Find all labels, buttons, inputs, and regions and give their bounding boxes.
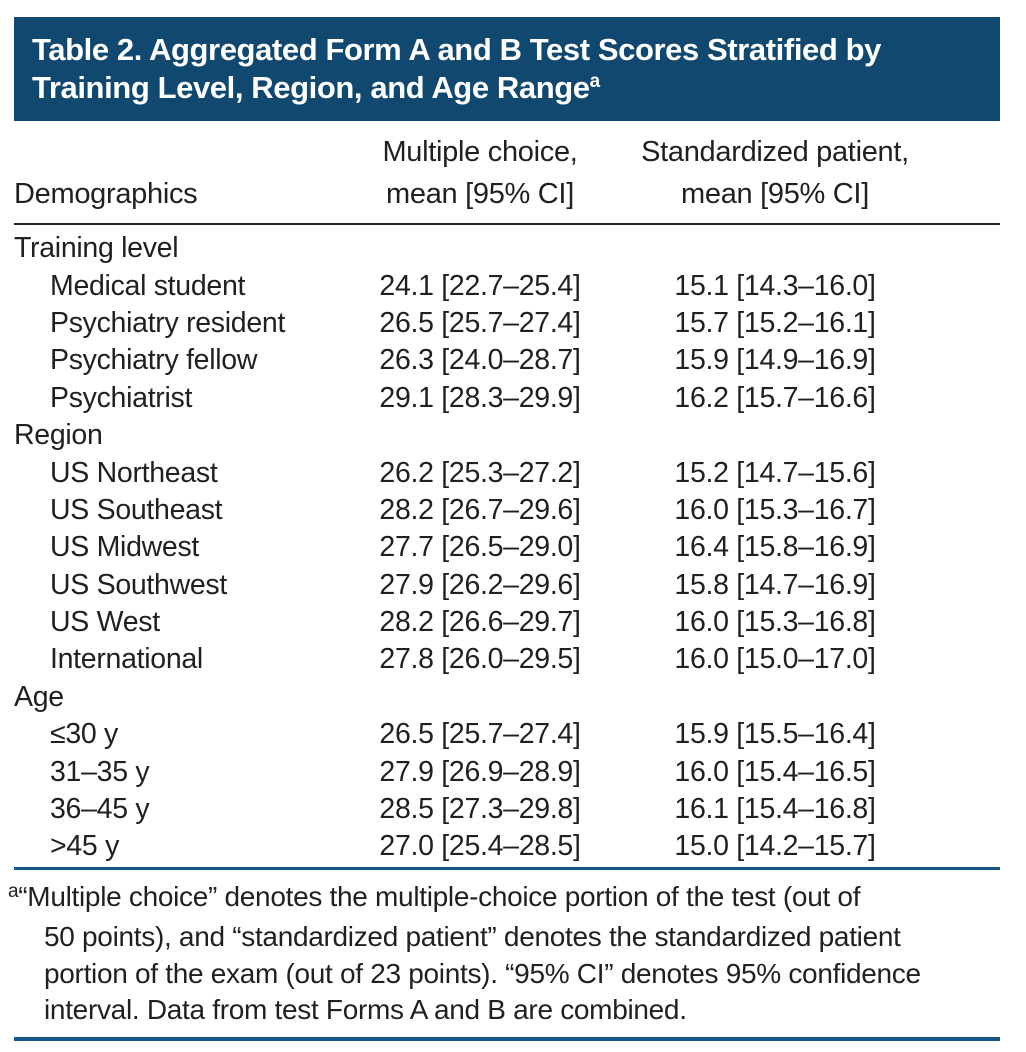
table-footnote: a“Multiple choice” denotes the multiple-… [8, 870, 1000, 1029]
section-row-training-level: Training level [14, 230, 1000, 267]
table-row: US West 28.2 [26.6–29.7] 16.0 [15.3–16.8… [14, 604, 1000, 641]
section-label: Age [14, 680, 64, 713]
row-label: ≤30 y [50, 718, 119, 751]
row-label: Psychiatry resident [50, 306, 286, 339]
standardized-patient-header-line1: Standardized patient, [641, 136, 909, 168]
standardized-patient-value: 15.9 [15.5–16.4] [674, 718, 876, 751]
row-label: US Midwest [50, 531, 200, 564]
table-title-line2-text: Training Level, Region, and Age Range [32, 70, 590, 105]
footnote-line: interval. Data from test Forms A and B a… [44, 994, 687, 1026]
section-label: Region [14, 419, 103, 452]
standardized-patient-value: 16.0 [15.0–17.0] [674, 643, 876, 676]
bottom-border-rule [14, 1036, 1000, 1041]
table-row: US Southeast 28.2 [26.7–29.6] 16.0 [15.3… [14, 492, 1000, 529]
table-row: Psychiatry fellow 26.3 [24.0–28.7] 15.9 … [14, 342, 1000, 379]
table-row: US Northeast 26.2 [25.3–27.2] 15.2 [14.7… [14, 454, 1000, 491]
row-label: International [50, 643, 203, 676]
section-row-age: Age [14, 679, 1000, 716]
footnote-text: “Multiple choice” denotes the multiple-c… [18, 880, 861, 912]
multiple-choice-value: 28.2 [26.6–29.7] [379, 606, 581, 639]
standardized-patient-value: 16.2 [15.7–16.6] [674, 381, 876, 414]
multiple-choice-value: 27.9 [26.9–28.9] [379, 755, 581, 788]
table-body: Training level Medical student 24.1 [22.… [14, 225, 1000, 866]
table-row: US Midwest 27.7 [26.5–29.0] 16.4 [15.8–1… [14, 529, 1000, 566]
table-title-footnote-marker: a [589, 71, 601, 92]
table-row: US Southwest 27.9 [26.2–29.6] 15.8 [14.7… [14, 567, 1000, 604]
multiple-choice-value: 28.5 [27.3–29.8] [379, 793, 581, 826]
multiple-choice-value: 27.8 [26.0–29.5] [379, 643, 581, 676]
table-row: >45 y 27.0 [25.4–28.5] 15.0 [14.2–15.7] [14, 828, 1000, 865]
multiple-choice-value: 28.2 [26.7–29.6] [379, 493, 581, 526]
multiple-choice-value: 27.7 [26.5–29.0] [379, 531, 581, 564]
column-header-row: Demographics Multiple choice, mean [95% … [14, 121, 1000, 225]
footnote-line: portion of the exam (out of 23 points). … [44, 957, 921, 989]
multiple-choice-value: 27.9 [26.2–29.6] [379, 568, 581, 601]
table-row: 36–45 y 28.5 [27.3–29.8] 16.1 [15.4–16.8… [14, 791, 1000, 828]
standardized-patient-value: 16.4 [15.8–16.9] [674, 531, 876, 564]
multiple-choice-value: 27.0 [25.4–28.5] [379, 830, 581, 863]
footnote-separator-rule [14, 866, 1000, 870]
table-content: Table 2. Aggregated Form A and B Test Sc… [8, 17, 1000, 1041]
multiple-choice-value: 26.5 [25.7–27.4] [379, 718, 581, 751]
row-label: 36–45 y [50, 793, 150, 826]
row-label: US West [50, 606, 160, 639]
multiple-choice-value: 24.1 [22.7–25.4] [379, 269, 581, 302]
footnote-marker: a [8, 880, 19, 902]
row-label: Psychiatrist [50, 381, 193, 414]
table-row: Psychiatrist 29.1 [28.3–29.9] 16.2 [15.7… [14, 380, 1000, 417]
multiple-choice-value: 26.2 [25.3–27.2] [379, 456, 581, 489]
row-label: US Northeast [50, 456, 218, 489]
table-title-bar: Table 2. Aggregated Form A and B Test Sc… [14, 17, 1000, 121]
row-label: US Southwest [50, 568, 227, 601]
section-row-region: Region [14, 417, 1000, 454]
multiple-choice-header-line1: Multiple choice, [382, 136, 578, 168]
table-row: ≤30 y 26.5 [25.7–27.4] 15.9 [15.5–16.4] [14, 716, 1000, 753]
column-header-multiple-choice: Multiple choice, mean [95% CI] [350, 131, 610, 215]
standardized-patient-value: 15.8 [14.7–16.9] [674, 568, 876, 601]
multiple-choice-value: 26.3 [24.0–28.7] [379, 344, 581, 377]
multiple-choice-header-line2: mean [95% CI] [386, 178, 574, 210]
table-row: 31–35 y 27.9 [26.9–28.9] 16.0 [15.4–16.5… [14, 753, 1000, 790]
standardized-patient-value: 15.2 [14.7–15.6] [674, 456, 876, 489]
standardized-patient-value: 16.0 [15.4–16.5] [674, 755, 876, 788]
row-label: 31–35 y [50, 755, 150, 788]
column-header-standardized-patient: Standardized patient, mean [95% CI] [610, 131, 940, 215]
standardized-patient-value: 16.0 [15.3–16.8] [674, 606, 876, 639]
row-label: Psychiatry fellow [50, 344, 258, 377]
standardized-patient-value: 16.0 [15.3–16.7] [674, 493, 876, 526]
standardized-patient-header-line2: mean [95% CI] [681, 178, 869, 210]
row-label: Medical student [50, 269, 246, 302]
section-label: Training level [14, 232, 179, 265]
standardized-patient-value: 15.7 [15.2–16.1] [674, 306, 876, 339]
column-header-demographics: Demographics [14, 131, 350, 215]
footnote-line: 50 points), and “standardized patient” d… [44, 921, 901, 953]
table-row: Medical student 24.1 [22.7–25.4] 15.1 [1… [14, 267, 1000, 304]
table-row: International 27.8 [26.0–29.5] 16.0 [15.… [14, 641, 1000, 678]
footnote-line: a“Multiple choice” denotes the multiple-… [8, 879, 1000, 920]
row-label: US Southeast [50, 493, 223, 526]
multiple-choice-value: 26.5 [25.7–27.4] [379, 306, 581, 339]
table-title-line1: Table 2. Aggregated Form A and B Test Sc… [32, 32, 881, 67]
table-title-line2: Training Level, Region, and Age Rangea [32, 69, 982, 112]
standardized-patient-value: 15.9 [14.9–16.9] [674, 344, 876, 377]
standardized-patient-value: 15.0 [14.2–15.7] [674, 830, 876, 863]
row-label: >45 y [50, 830, 120, 863]
standardized-patient-value: 15.1 [14.3–16.0] [674, 269, 876, 302]
demographics-label: Demographics [14, 178, 198, 210]
multiple-choice-value: 29.1 [28.3–29.9] [379, 381, 581, 414]
table-row: Psychiatry resident 26.5 [25.7–27.4] 15.… [14, 305, 1000, 342]
standardized-patient-value: 16.1 [15.4–16.8] [674, 793, 876, 826]
